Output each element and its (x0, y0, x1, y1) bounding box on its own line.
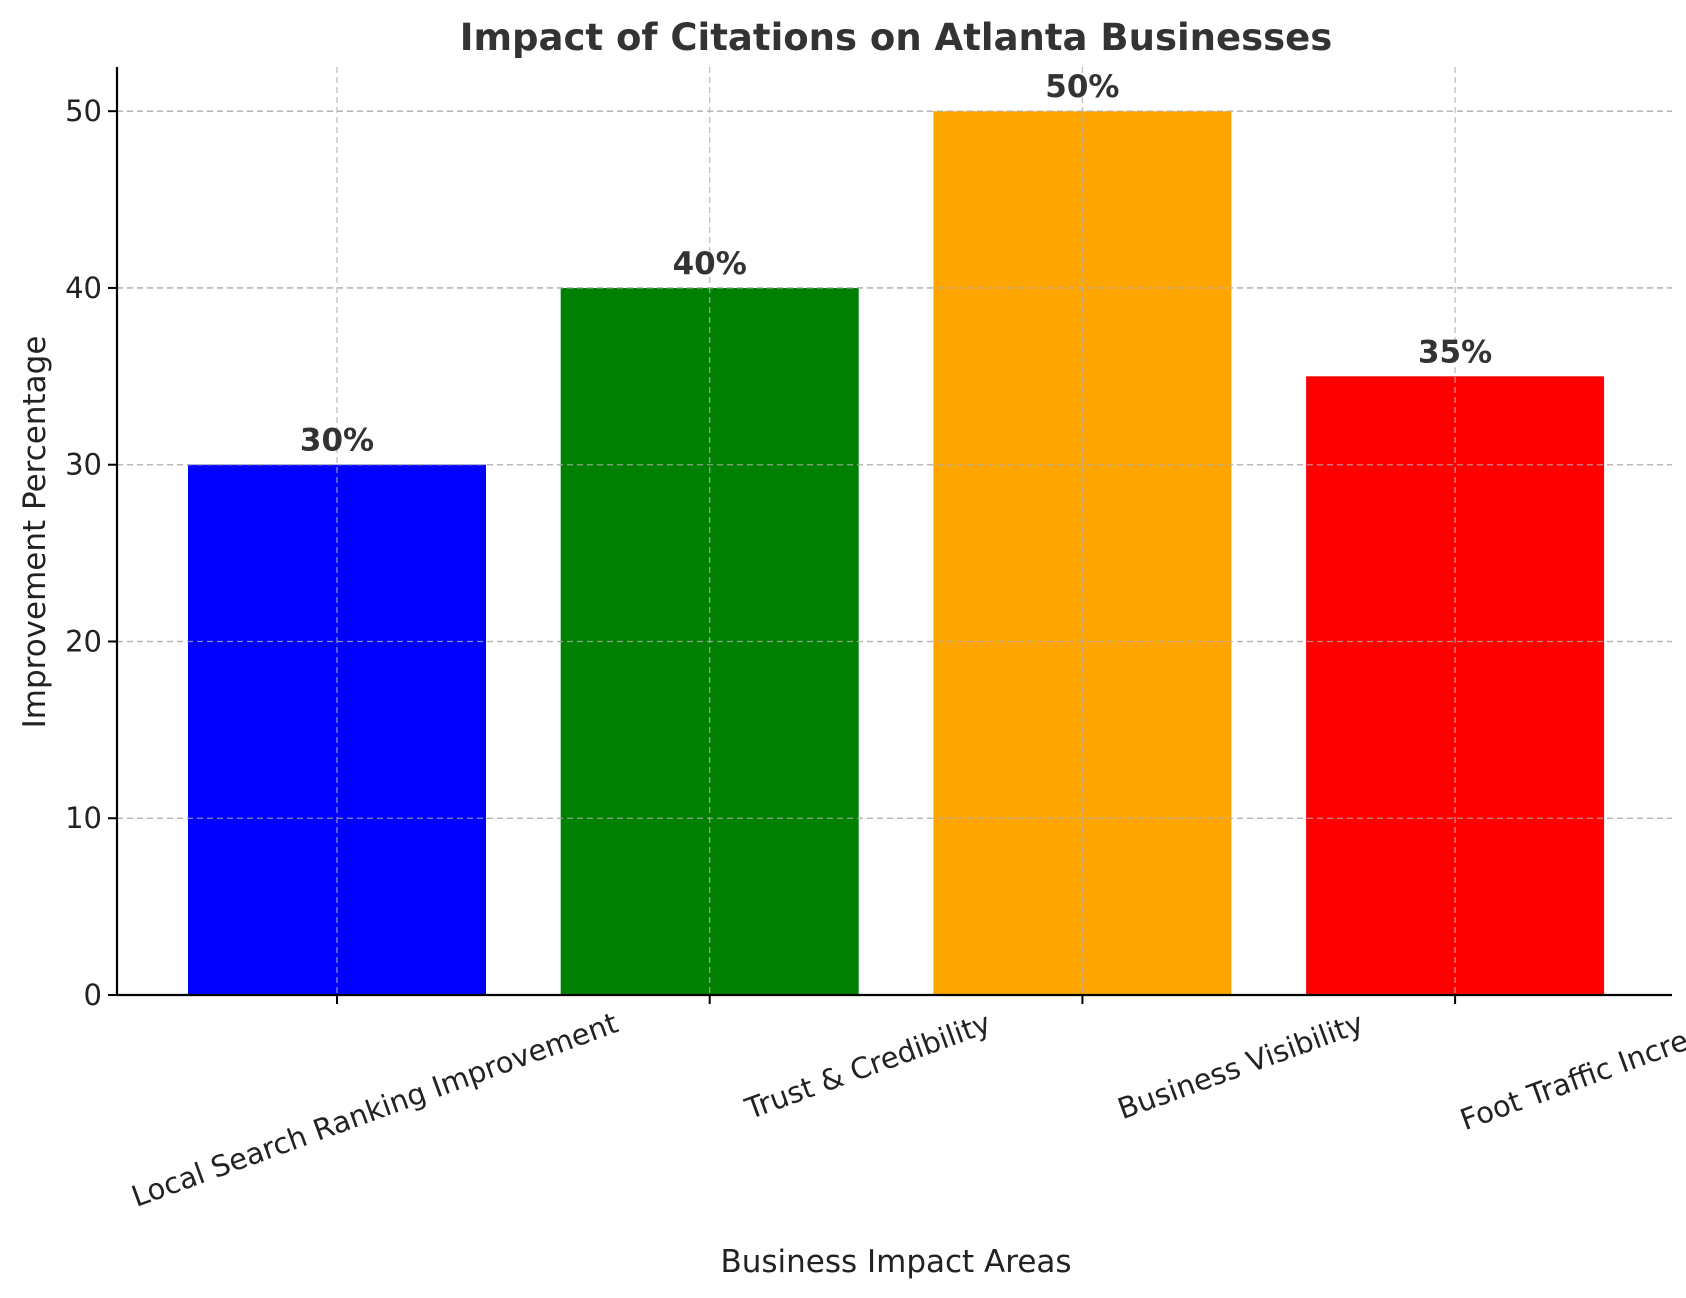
y-axis-label: Improvement Percentage (17, 336, 53, 729)
y-tick-label: 30 (65, 448, 102, 482)
bar-value-label: 35% (1418, 334, 1492, 370)
y-tick-label: 20 (65, 624, 102, 658)
x-tick-label: Local Search Ranking Improvement (127, 1006, 622, 1214)
chart-title: Impact of Citations on Atlanta Businesse… (460, 16, 1333, 59)
axes (108, 67, 1672, 1004)
x-tick-label: Trust & Credibility (740, 1006, 995, 1127)
bar-value-label: 30% (300, 423, 374, 459)
grid-lines-over (117, 110, 1672, 819)
bar-value-label: 50% (1045, 69, 1119, 105)
x-axis-label: Business Impact Areas (720, 1244, 1071, 1280)
x-tick-label: Business Visibility (1113, 1006, 1368, 1126)
bar-value-label: 40% (673, 246, 747, 282)
y-tick-label: 40 (65, 271, 102, 305)
y-tick-label: 10 (65, 801, 102, 835)
bars (188, 111, 1605, 995)
x-tick-label: Foot Traffic Increase (1456, 1006, 1686, 1137)
y-tick-label: 50 (65, 94, 102, 128)
y-tick-label: 0 (84, 978, 102, 1012)
